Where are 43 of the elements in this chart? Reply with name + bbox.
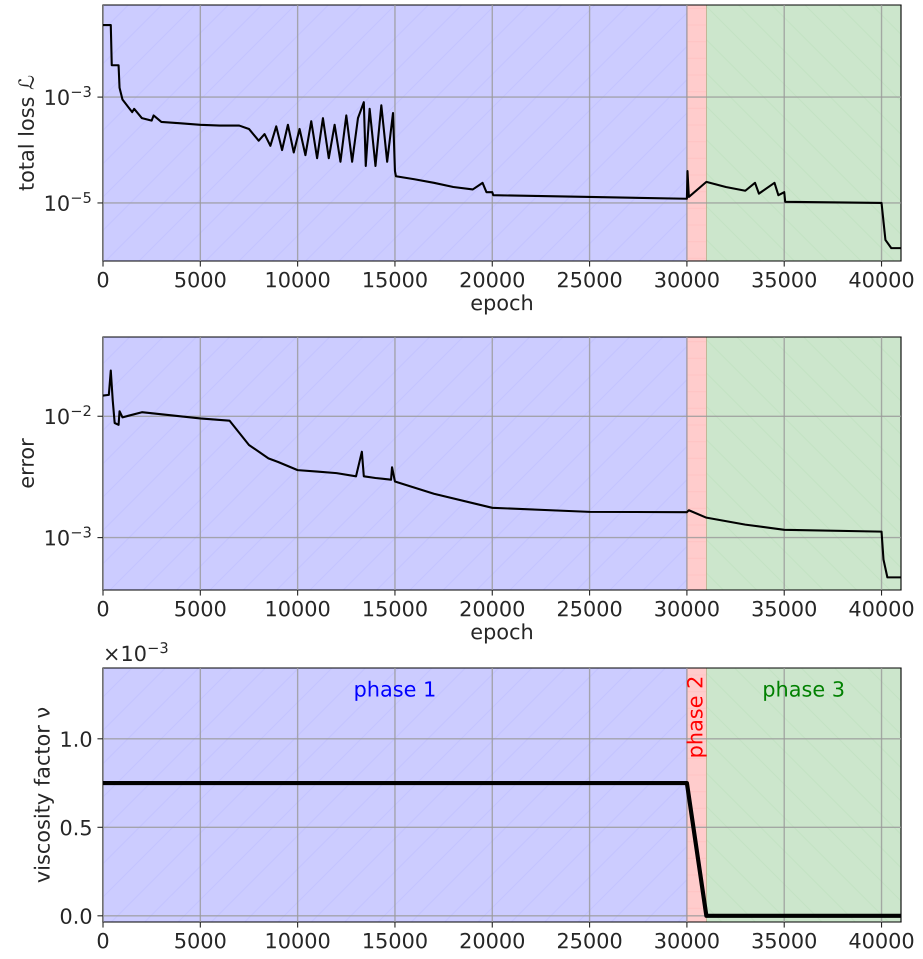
x-tick-label: 40000 xyxy=(849,600,914,617)
x-tick-label: 15000 xyxy=(364,272,427,288)
x-tick-label: 25000 xyxy=(558,600,622,617)
y-tick-label: 0.0 xyxy=(60,908,92,924)
x-tick-label: 15000 xyxy=(364,600,427,617)
y-axis-title: error xyxy=(22,438,34,488)
x-tick-label: 30000 xyxy=(655,272,719,288)
y-tick-label: 1.0 xyxy=(62,731,92,748)
x-tick-label: 10000 xyxy=(266,600,330,617)
band-label: phase 1 xyxy=(355,680,434,701)
x-tick-label: 25000 xyxy=(558,272,622,288)
x-tick-label: 5000 xyxy=(175,600,226,617)
band-label: phase 3 xyxy=(764,680,844,701)
x-tick-label: 40000 xyxy=(849,272,914,288)
y-tick-label: 10$^{−5}$ xyxy=(46,192,91,212)
x-tick-label: 25000 xyxy=(558,932,622,949)
x-axis-title: epoch xyxy=(471,294,532,315)
x-tick-label: 0 xyxy=(98,932,108,949)
x-tick-label: 30000 xyxy=(655,932,719,949)
x-tick-label: 20000 xyxy=(460,932,524,949)
y-axis-title: viscosity factor ν xyxy=(34,708,54,882)
y-tick-label: 10$^{−3}$ xyxy=(46,86,91,106)
x-tick-label: 20000 xyxy=(460,272,524,288)
x-tick-label: 0 xyxy=(98,600,108,617)
y-axis-title: total loss ℒ xyxy=(18,76,34,190)
x-tick-label: 15000 xyxy=(364,932,427,949)
x-tick-label: 35000 xyxy=(752,600,816,617)
x-tick-label: 35000 xyxy=(752,932,816,949)
x-tick-label: 0 xyxy=(98,272,108,288)
y-tick-label: 10$^{−3}$ xyxy=(46,526,91,546)
x-tick-label: 30000 xyxy=(655,600,719,617)
x-axis-title: epoch xyxy=(471,623,532,644)
y-tick-label: 0.5 xyxy=(60,820,91,836)
x-tick-label: 10000 xyxy=(266,932,330,949)
x-tick-label: 10000 xyxy=(266,272,330,288)
x-tick-label: 35000 xyxy=(752,272,816,288)
band-label: phase 2 xyxy=(686,678,707,756)
x-tick-label: 40000 xyxy=(849,932,914,949)
x-tick-label: 20000 xyxy=(460,600,524,617)
y-tick-label: 10$^{−2}$ xyxy=(46,405,90,424)
text: ×10$^{−3}$ xyxy=(106,642,168,662)
x-tick-label: 5000 xyxy=(175,932,226,949)
x-tick-label: 5000 xyxy=(175,272,226,288)
